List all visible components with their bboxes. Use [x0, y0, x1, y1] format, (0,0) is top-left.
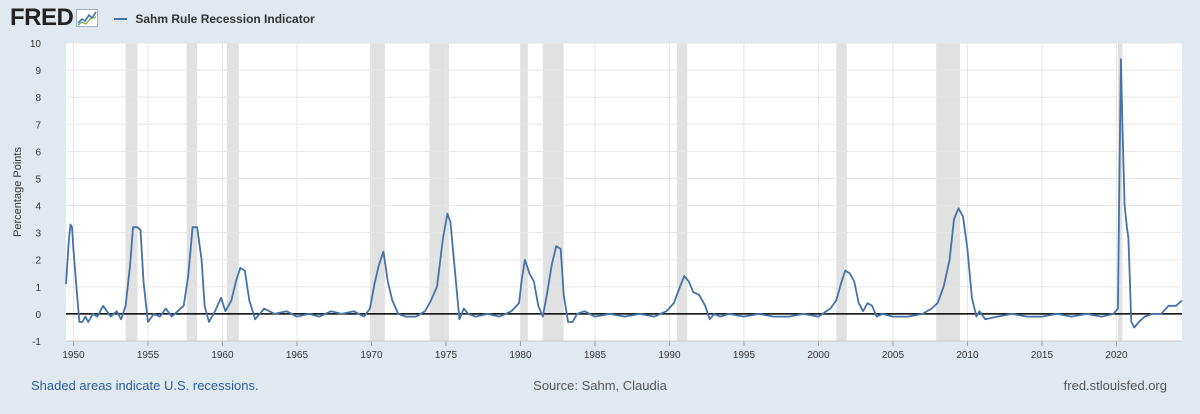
recession-band — [429, 43, 449, 341]
x-tick-label: 1955 — [137, 350, 160, 361]
logo-text: FRED — [10, 4, 74, 31]
legend-line-swatch — [114, 18, 128, 20]
recession-band — [125, 43, 138, 341]
y-tick-label: -1 — [32, 337, 41, 348]
recession-band — [836, 43, 847, 341]
recession-band — [1117, 43, 1123, 341]
y-tick-label: 9 — [35, 66, 41, 77]
x-tick-label: 2020 — [1105, 350, 1128, 361]
x-tick-label: 1950 — [62, 350, 85, 361]
y-tick-label: 0 — [35, 310, 41, 321]
site-url[interactable]: fred.stlouisfed.org — [1063, 378, 1167, 393]
y-tick-label: 5 — [35, 174, 41, 185]
recession-band — [226, 43, 239, 341]
recession-note-link[interactable]: Shaded areas indicate U.S. recessions. — [31, 378, 259, 393]
y-tick-label: 1 — [35, 283, 41, 294]
y-tick-label: 8 — [35, 93, 41, 104]
source-note: Source: Sahm, Claudia — [533, 378, 667, 393]
recession-band — [542, 43, 564, 341]
y-tick-label: 2 — [35, 256, 41, 267]
x-tick-label: 1960 — [211, 350, 234, 361]
recession-band — [186, 43, 198, 341]
x-tick-label: 1970 — [360, 350, 383, 361]
legend-series-label: Sahm Rule Recession Indicator — [135, 12, 315, 26]
y-tick-label: 7 — [35, 120, 41, 131]
chart-legend: Sahm Rule Recession Indicator — [114, 12, 315, 26]
fred-chart-icon — [76, 9, 99, 27]
x-tick-label: 2015 — [1031, 350, 1054, 361]
x-tick-label: 1975 — [435, 350, 458, 361]
recession-band — [369, 43, 385, 341]
fred-logo[interactable]: FRED — [10, 4, 99, 32]
y-tick-label: 4 — [35, 202, 41, 213]
x-tick-label: 2010 — [956, 350, 979, 361]
plot-background — [66, 43, 1182, 341]
y-axis-title: Percentage Points — [12, 147, 24, 237]
x-tick-label: 1985 — [584, 350, 607, 361]
recession-band — [936, 43, 960, 341]
chart-footer: Shaded areas indicate U.S. recessions. S… — [0, 378, 1200, 396]
x-tick-label: 1980 — [509, 350, 532, 361]
chart-header: FRED Sahm Rule Recession Indicator — [10, 4, 315, 32]
series-line — [65, 58, 1183, 329]
y-tick-label: 10 — [30, 39, 42, 50]
y-tick-label: 6 — [35, 147, 41, 158]
x-tick-label: 2000 — [807, 350, 830, 361]
x-tick-label: 1995 — [733, 350, 756, 361]
y-tick-label: 3 — [35, 229, 41, 240]
x-tick-label: 1990 — [658, 350, 681, 361]
recession-band — [520, 43, 528, 341]
x-tick-label: 1965 — [286, 350, 309, 361]
x-tick-label: 2005 — [882, 350, 905, 361]
recession-band — [676, 43, 688, 341]
